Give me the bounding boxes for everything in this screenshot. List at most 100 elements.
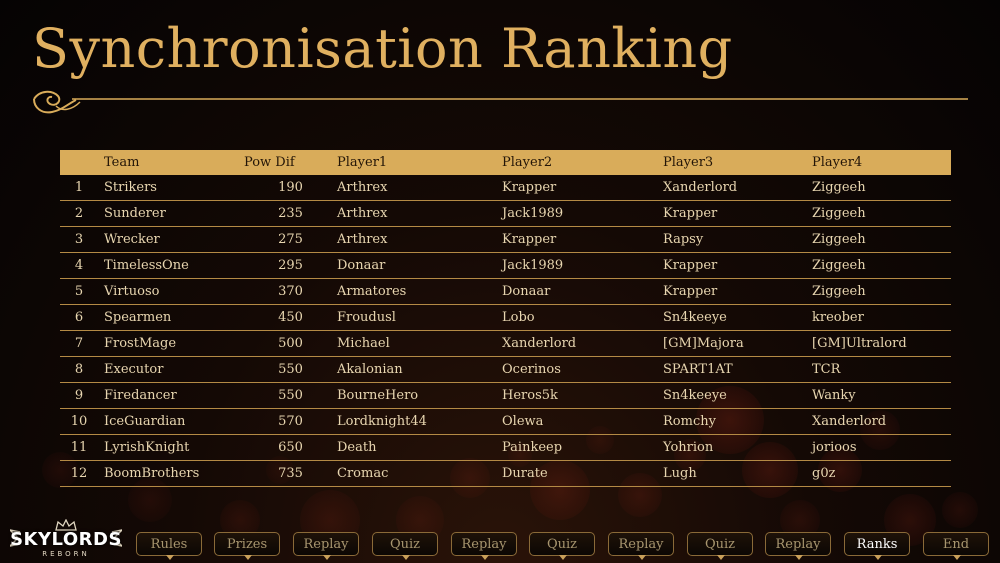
header-pow-dif: Pow Dif (244, 155, 295, 170)
chevron-down-icon (244, 555, 252, 560)
nav-button-label: Rules (150, 537, 188, 552)
nav-button-label: Replay (461, 537, 507, 552)
cell-rank: 1 (60, 175, 104, 201)
cell-player4: Ziggeeh (812, 175, 951, 201)
nav-button-quiz[interactable]: Quiz (687, 532, 753, 560)
chevron-down-icon (481, 555, 489, 560)
cell-player1: Death (337, 434, 502, 461)
header-player2: Player2 (502, 155, 553, 170)
chevron-down-icon (402, 555, 410, 560)
table-header-row: Team Pow Dif Player1 Player2 Player3 Pla… (60, 150, 951, 175)
cell-player4: Ziggeeh (812, 252, 951, 279)
cell-player4: Ziggeeh (812, 200, 951, 227)
cell-player3: Sn4keeye (663, 382, 812, 409)
cell-player2: Xanderlord (502, 330, 663, 357)
cell-player1: Arthrex (337, 175, 502, 201)
table-row: 5 Virtuoso 370 Armatores Donaar Krapper Ziggee… (60, 278, 951, 305)
cell-rank: 6 (60, 304, 104, 331)
nav-button-replay[interactable]: Replay (451, 532, 517, 560)
cell-player4: Xanderlord (812, 408, 951, 435)
chevron-down-icon (166, 555, 174, 560)
cell-player2: Olewa (502, 408, 663, 435)
chevron-down-icon (638, 555, 646, 560)
nav-button-prizes[interactable]: Prizes (214, 532, 280, 560)
chevron-down-icon (953, 555, 961, 560)
cell-player2: Donaar (502, 278, 663, 305)
cell-player4: [GM]Ultralord (812, 330, 951, 357)
table-row: 12 BoomBrothers 735 Cromac Durate Lugh g0z (60, 460, 951, 487)
table-row: 8 Executor 550 Akalonian Ocerinos SPART1AT TCR (60, 356, 951, 383)
bokeh-light (942, 492, 978, 528)
cell-team: TimelessOne (104, 252, 244, 279)
cell-player2: Painkeep (502, 434, 663, 461)
nav-button-replay[interactable]: Replay (765, 532, 831, 560)
cell-player2: Lobo (502, 304, 663, 331)
cell-team: Firedancer (104, 382, 244, 409)
cell-pow-dif: 370 (244, 278, 337, 305)
cell-player2: Heros5k (502, 382, 663, 409)
cell-player1: Lordknight44 (337, 408, 502, 435)
table-row: 3 Wrecker 275 Arthrex Krapper Rapsy Ziggeeh (60, 226, 951, 253)
cell-team: Sunderer (104, 200, 244, 227)
table-row: 2 Sunderer 235 Arthrex Jack1989 Krapper Ziggee… (60, 200, 951, 227)
cell-player3: Krapper (663, 252, 812, 279)
cell-rank: 10 (60, 408, 104, 435)
table-row: 6 Spearmen 450 Froudusl Lobo Sn4keeye kreober (60, 304, 951, 331)
cell-player3: Sn4keeye (663, 304, 812, 331)
cell-player2: Durate (502, 460, 663, 487)
cell-player1: Armatores (337, 278, 502, 305)
cell-player3: [GM]Majora (663, 330, 812, 357)
cell-player4: Wanky (812, 382, 951, 409)
cell-team: Wrecker (104, 226, 244, 253)
logo-subtitle: REBORN (42, 550, 90, 558)
table-row: 1 Strikers 190 Arthrex Krapper Xanderlord Zigg… (60, 175, 951, 201)
cell-player2: Jack1989 (502, 200, 663, 227)
table-row: 10 IceGuardian 570 Lordknight44 Olewa Romchy X… (60, 408, 951, 435)
nav-button-replay[interactable]: Replay (608, 532, 674, 560)
cell-pow-dif: 450 (244, 304, 337, 331)
cell-player4: TCR (812, 356, 951, 383)
cell-player3: SPART1AT (663, 356, 812, 383)
table-row: 11 LyrishKnight 650 Death Painkeep Yohrion jor… (60, 434, 951, 461)
cell-rank: 4 (60, 252, 104, 279)
nav-button-end[interactable]: End (923, 532, 989, 560)
chevron-down-icon (874, 555, 882, 560)
nav-button-replay[interactable]: Replay (293, 532, 359, 560)
nav-button-label: Quiz (546, 537, 578, 552)
cell-pow-dif: 550 (244, 382, 337, 409)
cell-player3: Rapsy (663, 226, 812, 253)
header-rank (60, 150, 104, 175)
nav-button-rules[interactable]: Rules (136, 532, 202, 560)
chevron-down-icon (795, 555, 803, 560)
nav-button-ranks[interactable]: Ranks (844, 532, 910, 560)
cell-player2: Krapper (502, 226, 663, 253)
section-navigation: Rules Prizes Replay Quiz Replay Quiz Replay Qui… (0, 532, 1000, 563)
cell-team: Executor (104, 356, 244, 383)
cell-player2: Ocerinos (502, 356, 663, 383)
cell-player4: Ziggeeh (812, 278, 951, 305)
cell-team: BoomBrothers (104, 460, 244, 487)
cell-player4: Ziggeeh (812, 226, 951, 253)
logo-title: SKYLORDS (10, 529, 122, 550)
cell-player3: Lugh (663, 460, 812, 487)
cell-player1: Donaar (337, 252, 502, 279)
ranking-table: Team Pow Dif Player1 Player2 Player3 Pla… (60, 150, 951, 487)
cell-pow-dif: 500 (244, 330, 337, 357)
nav-button-quiz[interactable]: Quiz (372, 532, 438, 560)
cell-rank: 7 (60, 330, 104, 357)
crown-icon (55, 519, 77, 531)
chevron-down-icon (323, 555, 331, 560)
title-ornament (33, 90, 968, 114)
header-player3: Player3 (663, 155, 714, 170)
nav-button-quiz[interactable]: Quiz (529, 532, 595, 560)
cell-team: IceGuardian (104, 408, 244, 435)
cell-player2: Krapper (502, 175, 663, 201)
cell-team: Strikers (104, 175, 244, 201)
cell-pow-dif: 550 (244, 356, 337, 383)
cell-team: FrostMage (104, 330, 244, 357)
cell-player1: Arthrex (337, 226, 502, 253)
cell-player1: Arthrex (337, 200, 502, 227)
header-player1: Player1 (337, 155, 388, 170)
chevron-down-icon (717, 555, 725, 560)
cell-rank: 8 (60, 356, 104, 383)
